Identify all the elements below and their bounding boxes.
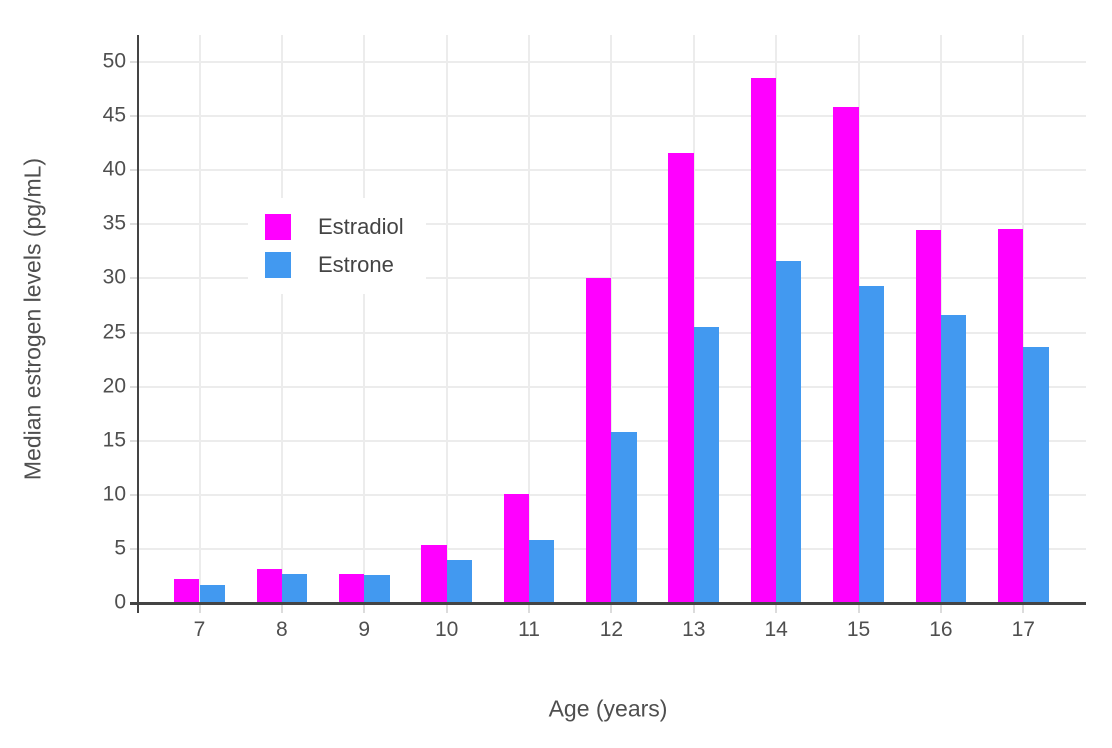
legend-item-estradiol[interactable]: Estradiol: [265, 214, 404, 240]
y-tick-label: 20: [102, 374, 126, 398]
x-tick-label: 17: [1011, 618, 1035, 641]
x-axis-tick: [528, 604, 531, 613]
vertical-gridline: [610, 35, 613, 603]
y-axis-tick: [130, 223, 138, 226]
bar-estradiol-age-17[interactable]: [998, 228, 1024, 603]
horizontal-gridline: [139, 115, 1086, 118]
legend-label-estradiol: Estradiol: [318, 214, 404, 239]
horizontal-gridline: [139, 385, 1086, 388]
bar-estradiol-age-11[interactable]: [503, 493, 530, 603]
y-tick-label: 10: [102, 482, 126, 506]
y-tick-label: 35: [102, 211, 126, 235]
x-axis-tick: [1022, 604, 1025, 613]
x-axis-tick: [775, 604, 778, 613]
bar-estradiol-age-8[interactable]: [256, 569, 282, 603]
x-tick-label: 11: [518, 618, 540, 641]
x-axis-tick: [198, 604, 201, 613]
y-axis-tick: [130, 439, 138, 442]
bar-estradiol-age-12[interactable]: [586, 278, 612, 603]
x-tick-label: 13: [682, 618, 706, 641]
estradiol-swatch-icon: [265, 214, 291, 240]
bar-estrone-age-9[interactable]: [364, 574, 390, 603]
x-axis-tick: [857, 604, 860, 613]
horizontal-gridline: [139, 223, 1086, 226]
bar-estrone-age-17[interactable]: [1023, 346, 1049, 603]
vertical-gridline: [1022, 35, 1025, 603]
bar-estrone-age-10[interactable]: [446, 559, 472, 603]
estrone-swatch-icon: [265, 252, 291, 278]
x-axis-tick: [939, 604, 942, 613]
y-axis-tick: [130, 115, 138, 118]
vertical-gridline: [363, 35, 366, 603]
bar-estrone-age-15[interactable]: [858, 286, 884, 603]
legend: Estradiol Estrone: [248, 198, 426, 294]
x-tick-label: 10: [434, 618, 459, 641]
y-axis-line: [137, 35, 139, 613]
y-axis-tick: [130, 331, 138, 334]
legend-item-estrone[interactable]: Estrone: [265, 252, 404, 278]
bar-estradiol-age-7[interactable]: [174, 579, 200, 603]
vertical-gridline: [445, 35, 448, 603]
y-tick-label: 15: [102, 428, 126, 452]
y-axis-tick: [130, 385, 138, 388]
x-tick-label: 9: [358, 618, 371, 641]
x-tick-label: 15: [846, 618, 871, 641]
horizontal-gridline: [139, 331, 1086, 334]
x-axis-line: [130, 602, 1086, 605]
y-tick-label: 5: [114, 536, 126, 560]
bar-estradiol-age-14[interactable]: [750, 78, 777, 603]
y-axis-tick: [130, 547, 138, 550]
horizontal-gridline: [139, 169, 1086, 172]
bar-estradiol-age-15[interactable]: [833, 107, 859, 603]
horizontal-gridline: [139, 277, 1086, 280]
bar-estradiol-age-13[interactable]: [668, 152, 694, 603]
bar-estrone-age-7[interactable]: [199, 584, 225, 603]
x-axis-tick: [692, 604, 695, 613]
x-tick-label: 16: [929, 618, 953, 641]
y-tick-label: 30: [102, 265, 126, 289]
bar-estrone-age-11[interactable]: [529, 540, 555, 603]
y-axis-tick: [130, 61, 138, 64]
vertical-gridline: [692, 35, 695, 603]
y-tick-label: 50: [102, 49, 126, 73]
bar-estradiol-age-9[interactable]: [338, 573, 365, 603]
horizontal-gridline: [139, 61, 1086, 64]
bar-estrone-age-14[interactable]: [776, 261, 802, 603]
y-tick-label: 25: [102, 320, 126, 344]
vertical-gridline: [528, 35, 531, 603]
y-axis-title: Median estrogen levels (pg/mL): [19, 157, 46, 481]
x-tick-label: 12: [599, 618, 624, 641]
x-axis-tick: [280, 604, 283, 613]
x-tick-label: 14: [764, 618, 788, 641]
y-axis-tick: [130, 169, 138, 172]
x-axis-tick: [445, 604, 448, 613]
bar-estrone-age-12[interactable]: [611, 432, 637, 603]
legend-label-estrone: Estrone: [318, 252, 394, 277]
bar-estradiol-age-16[interactable]: [915, 229, 941, 603]
x-tick-label: 7: [193, 618, 206, 641]
y-axis-tick: [130, 277, 138, 280]
bar-estrone-age-16[interactable]: [940, 315, 967, 603]
bar-estrone-age-8[interactable]: [281, 573, 308, 603]
y-axis-tick: [130, 493, 138, 496]
x-axis-tick: [363, 604, 366, 613]
y-tick-label: 40: [102, 157, 126, 181]
x-tick-label: 8: [276, 618, 288, 641]
x-axis-title: Age (years): [548, 695, 668, 722]
y-tick-label: 45: [102, 103, 126, 127]
bar-estradiol-age-10[interactable]: [421, 544, 447, 603]
x-axis-tick: [610, 604, 613, 613]
vertical-gridline: [280, 35, 283, 603]
bar-estrone-age-13[interactable]: [693, 327, 720, 603]
y-tick-label: 0: [114, 590, 126, 614]
vertical-gridline: [198, 35, 201, 603]
